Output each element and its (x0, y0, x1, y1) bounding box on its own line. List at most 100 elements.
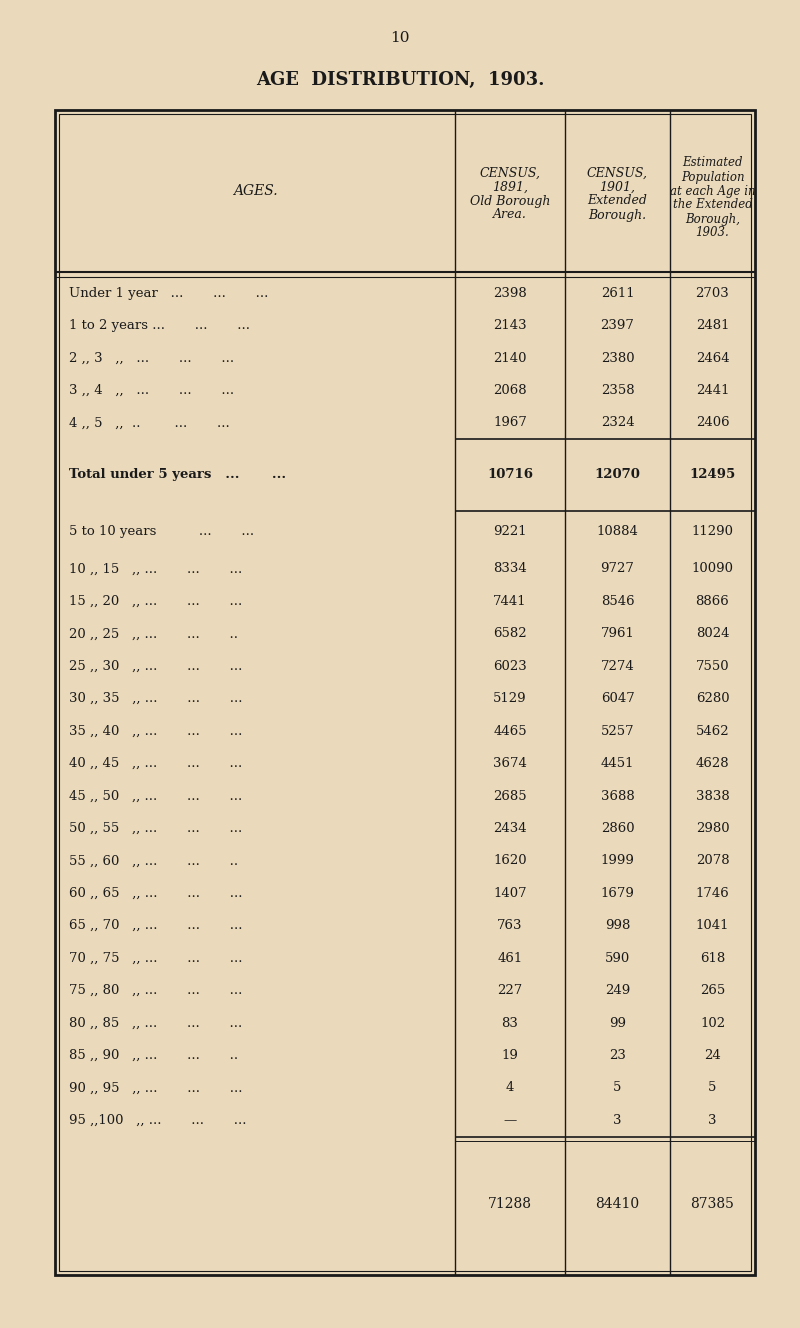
Text: 2358: 2358 (601, 384, 634, 397)
Text: 23: 23 (609, 1049, 626, 1062)
Text: 25 ,, 30   ,, ...       ...       ...: 25 ,, 30 ,, ... ... ... (69, 660, 242, 673)
Text: 6047: 6047 (601, 692, 634, 705)
Text: 3 ,, 4   ,,   ...       ...       ...: 3 ,, 4 ,, ... ... ... (69, 384, 234, 397)
Text: 1967: 1967 (493, 417, 527, 429)
Text: 2380: 2380 (601, 352, 634, 365)
Text: 99: 99 (609, 1016, 626, 1029)
Text: 5: 5 (614, 1081, 622, 1094)
Text: 30 ,, 35   ,, ...       ...       ...: 30 ,, 35 ,, ... ... ... (69, 692, 242, 705)
Text: 12070: 12070 (594, 469, 641, 481)
Text: Extended: Extended (587, 194, 647, 207)
Text: 3: 3 (614, 1114, 622, 1127)
Text: 102: 102 (700, 1016, 725, 1029)
Text: 10716: 10716 (487, 469, 533, 481)
Text: 7550: 7550 (696, 660, 730, 673)
Text: 2397: 2397 (601, 319, 634, 332)
Text: 11290: 11290 (691, 525, 734, 538)
Text: 1999: 1999 (601, 854, 634, 867)
Text: at each Age in: at each Age in (670, 185, 755, 198)
Text: 2980: 2980 (696, 822, 730, 835)
Text: —: — (503, 1114, 517, 1127)
Text: 2441: 2441 (696, 384, 730, 397)
Text: 7441: 7441 (493, 595, 527, 608)
Text: 2434: 2434 (493, 822, 527, 835)
Text: 24: 24 (704, 1049, 721, 1062)
Text: 2398: 2398 (493, 287, 527, 300)
Text: 2464: 2464 (696, 352, 730, 365)
Text: AGE  DISTRIBUTION,  1903.: AGE DISTRIBUTION, 1903. (256, 70, 544, 89)
Text: Total under 5 years   ...       ...: Total under 5 years ... ... (69, 469, 286, 481)
Text: 19: 19 (502, 1049, 518, 1062)
Text: 265: 265 (700, 984, 725, 997)
Text: 10884: 10884 (597, 525, 638, 538)
Text: 1 to 2 years ...       ...       ...: 1 to 2 years ... ... ... (69, 319, 250, 332)
Text: 9221: 9221 (493, 525, 527, 538)
Text: Old Borough: Old Borough (470, 194, 550, 207)
Text: 8334: 8334 (493, 563, 527, 575)
Text: Population: Population (681, 170, 744, 183)
Text: 6582: 6582 (493, 627, 527, 640)
Text: 80 ,, 85   ,, ...       ...       ...: 80 ,, 85 ,, ... ... ... (69, 1016, 242, 1029)
Text: 3674: 3674 (493, 757, 527, 770)
Text: 227: 227 (498, 984, 522, 997)
Text: 1041: 1041 (696, 919, 730, 932)
Text: 2860: 2860 (601, 822, 634, 835)
Text: 461: 461 (498, 952, 522, 964)
Text: 5462: 5462 (696, 725, 730, 737)
Text: 2611: 2611 (601, 287, 634, 300)
Text: 75 ,, 80   ,, ...       ...       ...: 75 ,, 80 ,, ... ... ... (69, 984, 242, 997)
Text: 5129: 5129 (493, 692, 527, 705)
Text: 40 ,, 45   ,, ...       ...       ...: 40 ,, 45 ,, ... ... ... (69, 757, 242, 770)
Text: CENSUS,: CENSUS, (479, 166, 541, 179)
Text: 4 ,, 5   ,,  ..        ...       ...: 4 ,, 5 ,, .. ... ... (69, 417, 230, 429)
Text: 2481: 2481 (696, 319, 730, 332)
Text: 2406: 2406 (696, 417, 730, 429)
Text: 1891,: 1891, (492, 181, 528, 194)
Text: 9727: 9727 (601, 563, 634, 575)
Text: 10: 10 (390, 31, 410, 45)
Text: 1679: 1679 (601, 887, 634, 900)
Text: Area.: Area. (493, 208, 527, 222)
Text: 83: 83 (502, 1016, 518, 1029)
Text: 8024: 8024 (696, 627, 730, 640)
Text: 2140: 2140 (494, 352, 526, 365)
Text: 20 ,, 25   ,, ...       ...       ..: 20 ,, 25 ,, ... ... .. (69, 627, 238, 640)
Text: AGES.: AGES. (233, 185, 278, 198)
Text: 249: 249 (605, 984, 630, 997)
Text: 5 to 10 years          ...       ...: 5 to 10 years ... ... (69, 525, 254, 538)
Text: 7274: 7274 (601, 660, 634, 673)
Text: 4451: 4451 (601, 757, 634, 770)
Text: 5: 5 (708, 1081, 717, 1094)
Text: 1407: 1407 (493, 887, 527, 900)
Text: 1746: 1746 (696, 887, 730, 900)
Text: 65 ,, 70   ,, ...       ...       ...: 65 ,, 70 ,, ... ... ... (69, 919, 242, 932)
Text: 4: 4 (506, 1081, 514, 1094)
Text: 2324: 2324 (601, 417, 634, 429)
Text: 7961: 7961 (601, 627, 634, 640)
Text: 35 ,, 40   ,, ...       ...       ...: 35 ,, 40 ,, ... ... ... (69, 725, 242, 737)
Text: 3: 3 (708, 1114, 717, 1127)
Text: 70 ,, 75   ,, ...       ...       ...: 70 ,, 75 ,, ... ... ... (69, 952, 242, 964)
Text: 618: 618 (700, 952, 725, 964)
Text: 5257: 5257 (601, 725, 634, 737)
Bar (59, 114, 751, 1271)
Text: 15 ,, 20   ,, ...       ...       ...: 15 ,, 20 ,, ... ... ... (69, 595, 242, 608)
Text: 6023: 6023 (493, 660, 527, 673)
Text: 590: 590 (605, 952, 630, 964)
Text: 2 ,, 3   ,,   ...       ...       ...: 2 ,, 3 ,, ... ... ... (69, 352, 234, 365)
Text: the Extended: the Extended (673, 198, 752, 211)
Text: 998: 998 (605, 919, 630, 932)
Text: 4628: 4628 (696, 757, 730, 770)
Text: 1620: 1620 (493, 854, 527, 867)
Text: 1903.: 1903. (696, 227, 730, 239)
Text: 12495: 12495 (690, 469, 736, 481)
Text: 71288: 71288 (488, 1197, 532, 1211)
Text: Under 1 year   ...       ...       ...: Under 1 year ... ... ... (69, 287, 268, 300)
Text: 3838: 3838 (696, 790, 730, 802)
Text: 10090: 10090 (691, 563, 734, 575)
Text: 45 ,, 50   ,, ...       ...       ...: 45 ,, 50 ,, ... ... ... (69, 790, 242, 802)
Text: 1901,: 1901, (599, 181, 635, 194)
Text: 6280: 6280 (696, 692, 730, 705)
Text: 87385: 87385 (690, 1197, 734, 1211)
Text: Borough.: Borough. (589, 208, 646, 222)
